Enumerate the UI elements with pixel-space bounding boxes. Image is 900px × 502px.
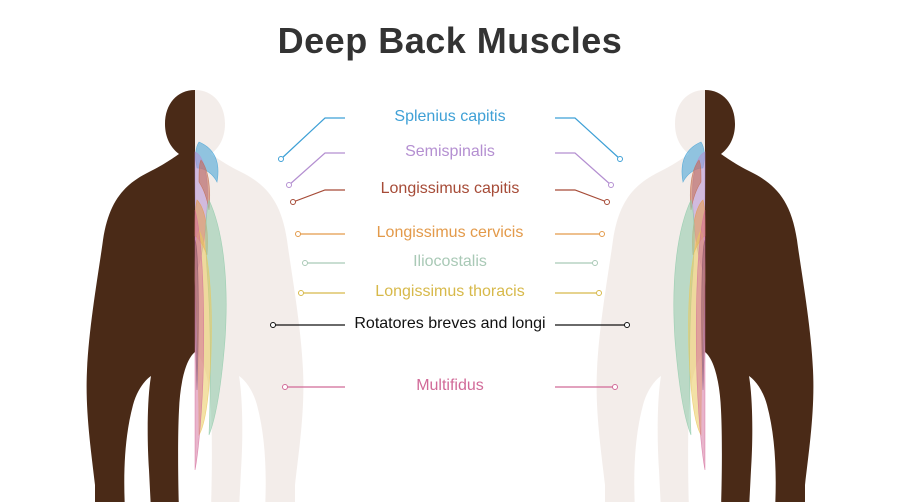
leader-left-longissimus_capitis [293,190,345,202]
leader-dot-left-splenius_capitis [279,157,284,162]
leader-dot-left-iliocostalis [303,261,308,266]
diagram-stage: Deep Back Muscles [0,0,900,502]
leader-dot-left-semispinalis [287,183,292,188]
left-figure [87,90,304,502]
right-figure [597,90,814,502]
leader-dot-right-longissimus_thoracis [597,291,602,296]
leader-dot-right-splenius_capitis [618,157,623,162]
leader-right-semispinalis [555,153,611,185]
leader-dot-right-longissimus_capitis [605,200,610,205]
leader-dot-left-multifidus [283,385,288,390]
leader-left-semispinalis [289,153,345,185]
leader-dot-right-rotatores [625,323,630,328]
leader-dot-left-longissimus_thoracis [299,291,304,296]
leader-dot-left-rotatores [271,323,276,328]
leader-dot-right-multifidus [613,385,618,390]
leader-dot-left-longissimus_capitis [291,200,296,205]
leader-dot-left-longissimus_cervicis [296,232,301,237]
leader-dot-right-semispinalis [609,183,614,188]
leader-dot-right-longissimus_cervicis [600,232,605,237]
leader-right-longissimus_capitis [555,190,607,202]
leader-dot-right-iliocostalis [593,261,598,266]
leader-lines [271,118,630,390]
anatomy-svg [0,0,900,502]
